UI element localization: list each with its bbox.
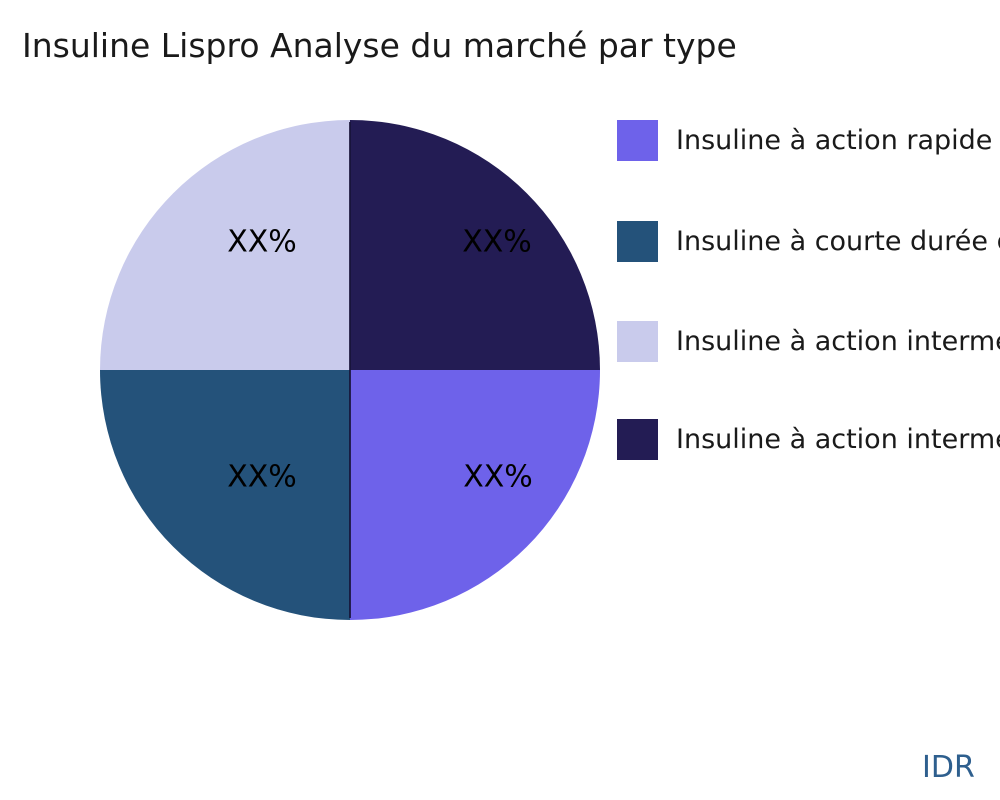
legend-swatch-icon bbox=[617, 419, 658, 460]
slice-value-label: XX% bbox=[227, 459, 297, 495]
slice-value-label: XX% bbox=[227, 224, 297, 260]
pie-slice-intermediaire[interactable] bbox=[100, 120, 350, 370]
idr-watermark: IDR bbox=[922, 750, 975, 785]
legend-label: Insuline à action rapide bbox=[676, 125, 993, 156]
legend-swatch-icon bbox=[617, 321, 658, 362]
pie-slice-rapide[interactable] bbox=[350, 370, 600, 620]
pie-chart: XX% XX% XX% XX% bbox=[100, 120, 600, 620]
pie-slice-courte-duree[interactable] bbox=[100, 370, 350, 620]
legend-item-intermediaire-2[interactable]: Insuline à action intermédiaire bbox=[617, 419, 1000, 460]
chart-title: Insuline Lispro Analyse du marché par ty… bbox=[22, 26, 737, 65]
legend-label: Insuline à action intermédiaire bbox=[676, 424, 1000, 455]
legend-label: Insuline à action intermédiaire bbox=[676, 326, 1000, 357]
pie-slice-intermediaire-2[interactable] bbox=[350, 120, 600, 370]
pie-svg bbox=[100, 120, 600, 620]
slice-value-label: XX% bbox=[462, 224, 532, 260]
legend-label: Insuline à courte durée d'action bbox=[676, 226, 1000, 257]
legend-swatch-icon bbox=[617, 120, 658, 161]
legend-swatch-icon bbox=[617, 221, 658, 262]
legend-item-courte-duree[interactable]: Insuline à courte durée d'action bbox=[617, 221, 1000, 262]
legend-item-intermediaire[interactable]: Insuline à action intermédiaire bbox=[617, 321, 1000, 362]
legend-item-rapide[interactable]: Insuline à action rapide bbox=[617, 120, 992, 161]
slice-value-label: XX% bbox=[463, 459, 533, 495]
